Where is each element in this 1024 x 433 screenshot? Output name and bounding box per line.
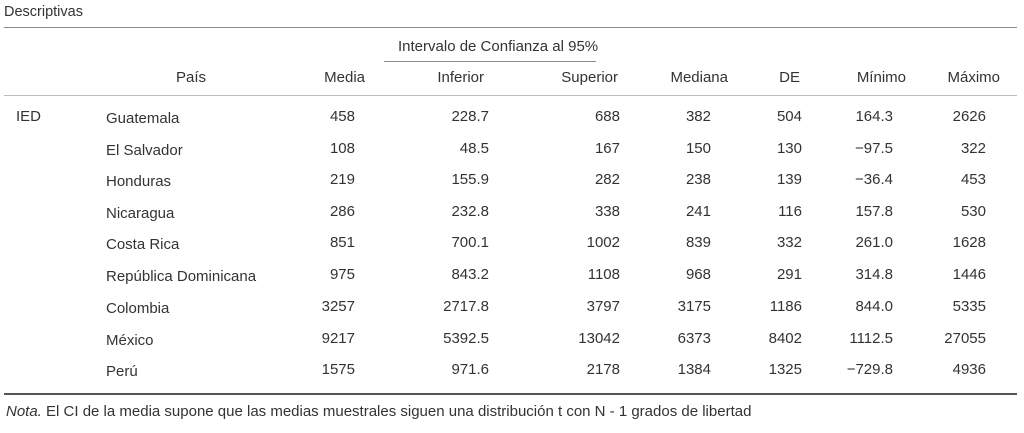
cell-superior: 13042 [578,330,620,347]
cell-superior: 2178 [586,361,620,378]
cell-superior: 338 [594,203,620,220]
cell-maximo: 1628 [952,234,986,251]
cell-de: 1186 [769,298,802,315]
cell-maximo: 2626 [952,108,986,125]
cell-minimo: −36.4 [855,171,893,188]
cell-minimo: 844.0 [855,298,893,315]
cell-de: 139 [776,171,802,188]
col-header-media: Media [324,69,365,86]
cell-media: 458 [329,108,355,125]
cell-mediana: 238 [685,171,711,188]
cell-pais: Costa Rica [106,236,180,253]
col-header-pais: País [176,69,207,86]
col-header-maximo: Máximo [947,69,1000,86]
cell-de: 504 [776,108,802,125]
cell-minimo: 314.8 [855,266,893,283]
cell-media: 3257 [321,298,355,315]
table-note: Nota. El CI de la media supone que las m… [6,403,751,420]
cell-superior: 1108 [587,266,620,283]
cell-media: 219 [329,171,355,188]
cell-minimo: 164.3 [855,108,893,125]
cell-superior: 3797 [586,298,620,315]
cell-maximo: 4936 [952,361,986,378]
cell-mediana: 382 [685,108,711,125]
cell-inferior: 843.2 [451,266,489,283]
cell-de: 332 [776,234,802,251]
cell-de: 291 [776,266,802,283]
cell-inferior: 5392.5 [443,330,489,347]
bottom-rule [4,393,1017,395]
cell-de: 8402 [768,330,802,347]
cell-minimo: −729.8 [846,361,893,378]
cell-mediana: 241 [685,203,711,220]
cell-superior: 688 [594,108,620,125]
cell-superior: 167 [594,140,620,157]
col-header-mediana: Mediana [670,69,728,86]
cell-media: 851 [329,234,355,251]
top-rule [4,27,1017,28]
cell-superior: 282 [594,171,620,188]
cell-mediana: 1384 [677,361,711,378]
variable-label: IED [16,108,42,125]
cell-pais: El Salvador [106,142,183,159]
cell-maximo: 530 [960,203,986,220]
cell-maximo: 322 [960,140,986,157]
col-header-de: DE [779,69,800,86]
cell-pais: Nicaragua [106,205,175,222]
ci-group-header: Intervalo de Confianza al 95% [398,38,599,55]
note-text: El CI de la media supone que las medias … [41,403,752,420]
cell-media: 975 [329,266,355,283]
cell-inferior: 155.9 [451,171,489,188]
cell-superior: 1002 [586,234,620,251]
cell-de: 130 [776,140,802,157]
cell-media: 1575 [321,361,355,378]
cell-inferior: 228.7 [451,108,489,125]
cell-mediana: 968 [685,266,711,283]
cell-pais: Honduras [106,173,172,190]
cell-de: 116 [778,203,802,220]
cell-inferior: 232.8 [451,203,489,220]
col-header-inferior: Inferior [437,69,484,86]
table-title: Descriptivas [4,4,83,20]
cell-media: 108 [329,140,355,157]
cell-mediana: 839 [685,234,711,251]
cell-de: 1325 [768,361,802,378]
cell-media: 286 [329,203,355,220]
cell-pais: Perú [106,363,138,380]
cell-maximo: 27055 [944,330,986,347]
cell-inferior: 700.1 [451,234,489,251]
cell-pais: República Dominicana [106,268,257,285]
note-label: Nota. [6,403,42,420]
header-rule [4,95,1017,96]
cell-pais: México [106,332,154,349]
cell-maximo: 5335 [952,298,986,315]
cell-maximo: 1446 [952,266,986,283]
cell-mediana: 150 [685,140,711,157]
ci-group-underline [384,61,596,62]
cell-maximo: 453 [960,171,986,188]
cell-inferior: 2717.8 [443,298,489,315]
cell-pais: Colombia [106,300,170,317]
cell-mediana: 3175 [677,298,711,315]
cell-minimo: −97.5 [855,140,893,157]
cell-inferior: 971.6 [451,361,489,378]
cell-pais: Guatemala [106,110,180,127]
cell-media: 9217 [321,330,355,347]
cell-minimo: 261.0 [855,234,893,251]
cell-inferior: 48.5 [459,140,489,157]
cell-minimo: 157.8 [855,203,893,220]
col-header-superior: Superior [561,69,618,86]
cell-minimo: 1112.5 [849,330,893,347]
col-header-minimo: Mínimo [856,69,906,86]
cell-mediana: 6373 [677,330,711,347]
